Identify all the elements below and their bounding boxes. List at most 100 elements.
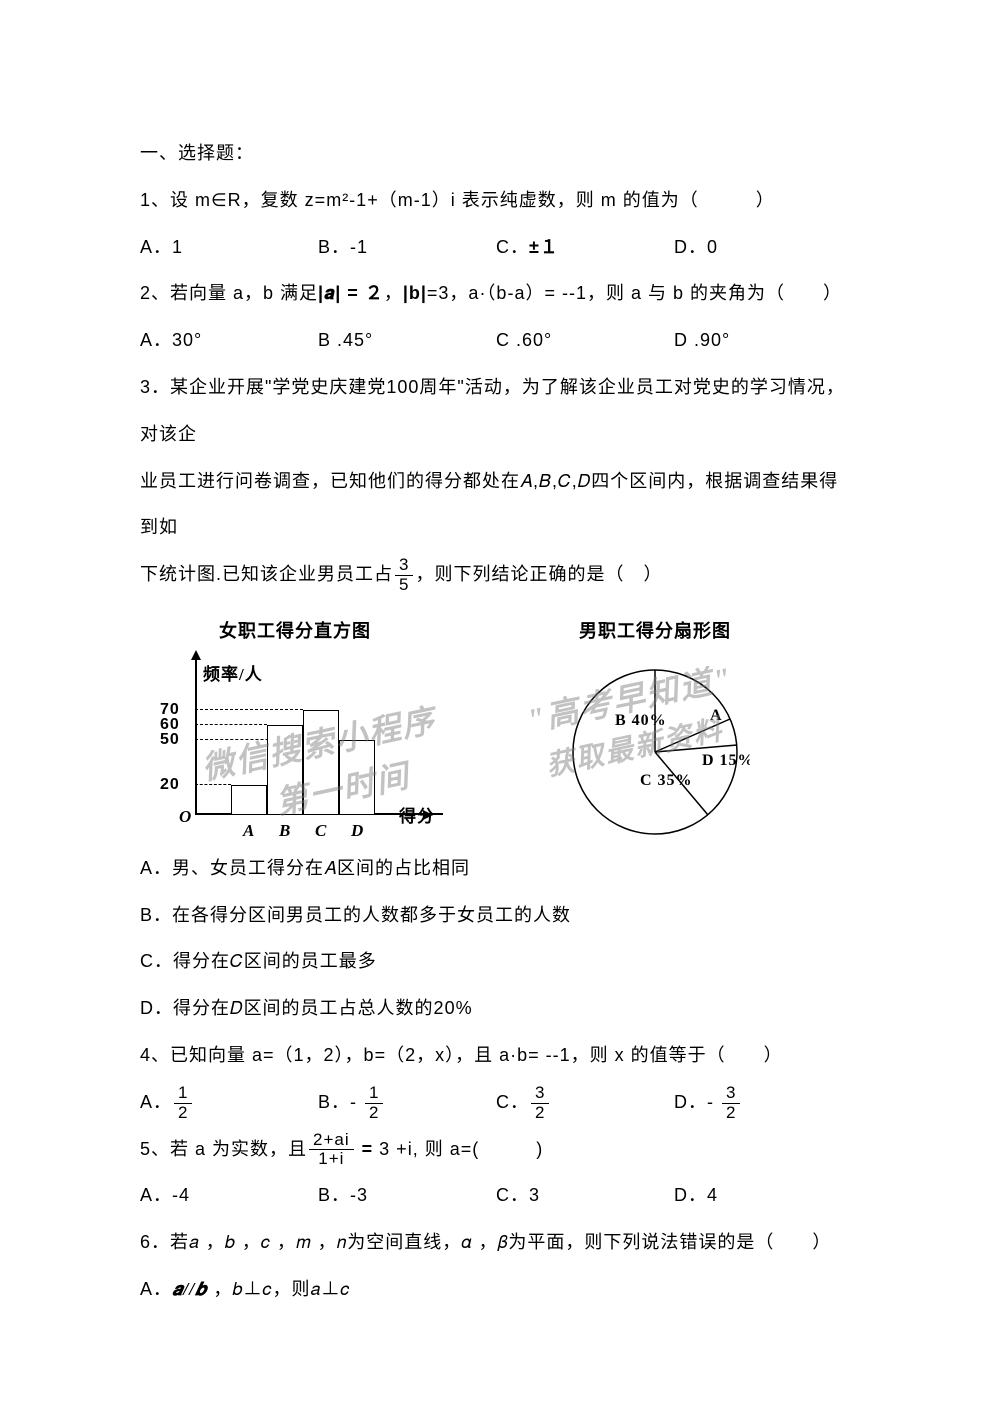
x-tick-label: B: [279, 822, 291, 839]
x-tick-label: A: [243, 822, 255, 839]
bar-chart-title: 女职工得分直方图: [165, 608, 425, 655]
y-axis-label: 频率/人: [203, 653, 263, 697]
q3-line1: 3．某企业开展"学党史庆建党100周年"活动，为了解该企业员工对党史的学习情况，…: [140, 364, 852, 458]
q4-D-frac: 32: [722, 1084, 740, 1122]
q2-prefix: 2、若向量 a，b 满足: [140, 283, 318, 303]
x-tick-label: D: [351, 822, 364, 839]
q6-optA-bold: 𝒂//𝒃: [172, 1279, 207, 1299]
q3-optB: B．在各得分区间男员工的人数都多于女员工的人数: [140, 892, 852, 939]
q2-bold-b: |b|: [403, 283, 427, 303]
origin-label: O: [179, 795, 192, 839]
bar-plot: 频率/人 O 得分 20506070ABCD: [165, 655, 425, 815]
pie-chart-title: 男职工得分扇形图: [545, 608, 765, 655]
q4-A-frac: 12: [174, 1084, 192, 1122]
pie-slice-label: A: [710, 707, 723, 724]
q4-B-frac: 12: [365, 1084, 383, 1122]
grid-line: [195, 709, 303, 710]
q5-optD: D．4: [674, 1172, 852, 1219]
q4-B-prefix: B．-: [318, 1092, 363, 1112]
pie-slice-label: C 35%: [640, 772, 693, 789]
q4-optC: C．32: [496, 1079, 674, 1126]
pie-slice-label: B 40%: [615, 712, 667, 729]
q6-text: 6．若𝑎 ，𝑏 ，𝑐 ，𝑚 ，𝑛为空间直线，𝛼 ，𝛽为平面，则下列说法错误的是（…: [140, 1219, 852, 1266]
q5-eq: =: [356, 1139, 380, 1159]
bar: [267, 725, 303, 815]
x-tick-label: C: [315, 822, 327, 839]
q5-p1: 5、若 a 为实数，且: [140, 1139, 307, 1159]
q4-text: 4、已知向量 a=（1，2），b=（2，x），且 a·b= --1，则 x 的值…: [140, 1032, 852, 1079]
q3-line3-p1: 下统计图.已知该企业男员工占: [140, 564, 393, 584]
q4-D-num: 3: [722, 1084, 740, 1104]
pie-slice-label: D 15%: [702, 752, 750, 769]
grid-line: [195, 724, 267, 725]
q5-optA: A．-4: [140, 1172, 318, 1219]
q4-C-num: 3: [531, 1084, 549, 1104]
q4-C-prefix: C．: [496, 1092, 529, 1112]
q5-optC: C．3: [496, 1172, 674, 1219]
q3-optD: D．得分在𝐷区间的员工占总人数的20%: [140, 985, 852, 1032]
q3-optC: C．得分在𝐶区间的员工最多: [140, 938, 852, 985]
q4-D-prefix: D．-: [674, 1092, 720, 1112]
q4-A-den: 2: [174, 1104, 192, 1123]
pie-svg: B 40% A D 15% C 35%: [560, 665, 750, 840]
q3-optA: A．男、女员工得分在𝐴区间的占比相同: [140, 845, 852, 892]
q2-optD: D .90°: [674, 317, 852, 364]
bar: [339, 740, 375, 815]
q6-optA: A．𝒂//𝒃 ，𝑏⊥𝑐，则𝑎⊥𝑐: [140, 1266, 852, 1313]
q1-optC: C．±１: [496, 224, 674, 271]
q1-optC-prefix: C．: [496, 237, 529, 257]
q1-text: 1、设 m∈R，复数 z=m²-1+（m-1）i 表示纯虚数，则 m 的值为（ …: [140, 177, 852, 224]
y-axis: [195, 660, 197, 815]
q2-mid: ，: [384, 283, 403, 303]
q4-B-num: 1: [365, 1084, 383, 1104]
q4-B-den: 2: [365, 1104, 383, 1123]
q2-options: A．30° B .45° C .60° D .90°: [140, 317, 852, 364]
bar: [303, 710, 339, 815]
grid-line: [195, 784, 231, 785]
q2-optB: B .45°: [318, 317, 496, 364]
y-tick: 60: [160, 717, 180, 733]
q6-optA-p1: A．: [140, 1279, 172, 1299]
q2-optA: A．30°: [140, 317, 318, 364]
q5-frac-den: 1+i: [314, 1150, 348, 1169]
q3-frac-den: 5: [395, 576, 413, 595]
q3-line3-p2: ，则下列结论正确的是（ ）: [415, 564, 662, 584]
q3-line2: 业员工进行问卷调查，已知他们的得分都处在𝐴,𝐵,𝐶,𝐷四个区间内，根据调查结果得…: [140, 458, 852, 552]
x-axis-label: 得分: [399, 795, 435, 839]
y-arrow-icon: [191, 650, 201, 660]
q5-text: 5、若 a 为实数，且2+ai1+i = 3 +i, 则 a=( ): [140, 1126, 852, 1173]
q1-options: A．1 B．-1 C．±１ D．0: [140, 224, 852, 271]
q4-D-den: 2: [722, 1104, 740, 1123]
bar: [231, 785, 267, 815]
q4-optA: A．12: [140, 1079, 318, 1126]
pie-chart: 男职工得分扇形图 B 40% A D 15% C 35%: [545, 608, 765, 840]
q5-optB: B．-3: [318, 1172, 496, 1219]
q1-optD: D．0: [674, 224, 852, 271]
q1-optA: A．1: [140, 224, 318, 271]
section-heading: 一、选择题：: [140, 130, 852, 177]
q3-frac-num: 3: [395, 556, 413, 576]
q3-line3: 下统计图.已知该企业男员工占35，则下列结论正确的是（ ）: [140, 551, 852, 598]
q4-C-frac: 32: [531, 1084, 549, 1122]
q1-optC-bold: ±１: [529, 237, 559, 257]
q5-options: A．-4 B．-3 C．3 D．4: [140, 1172, 852, 1219]
q2-suffix: =3，a·（b-a）= --1，则 a 与 b 的夹角为（ ）: [427, 283, 842, 303]
y-tick: 50: [160, 732, 180, 748]
y-tick: 70: [160, 702, 180, 718]
q2-optC: C .60°: [496, 317, 674, 364]
q4-A-num: 1: [174, 1084, 192, 1104]
q6-optA-p2: ，𝑏⊥𝑐，则𝑎⊥𝑐: [207, 1279, 350, 1299]
charts-row: 女职工得分直方图 频率/人 O 得分 20506070ABCD 男职工得分扇形图…: [145, 608, 852, 840]
exam-page: 一、选择题： 1、设 m∈R，复数 z=m²-1+（m-1）i 表示纯虚数，则 …: [0, 0, 992, 1393]
q4-A-prefix: A．: [140, 1092, 172, 1112]
q5-frac-num: 2+ai: [309, 1131, 354, 1151]
q3-frac: 35: [395, 556, 413, 594]
q1-optB: B．-1: [318, 224, 496, 271]
bar-chart: 女职工得分直方图 频率/人 O 得分 20506070ABCD: [145, 608, 425, 815]
q4-options: A．12 B．- 12 C．32 D．- 32: [140, 1079, 852, 1126]
y-tick: 20: [160, 777, 180, 793]
q5-frac: 2+ai1+i: [309, 1131, 354, 1169]
q5-p2: 3 +i, 则 a=( ): [379, 1139, 543, 1159]
q4-C-den: 2: [531, 1104, 549, 1123]
q4-optD: D．- 32: [674, 1079, 852, 1126]
